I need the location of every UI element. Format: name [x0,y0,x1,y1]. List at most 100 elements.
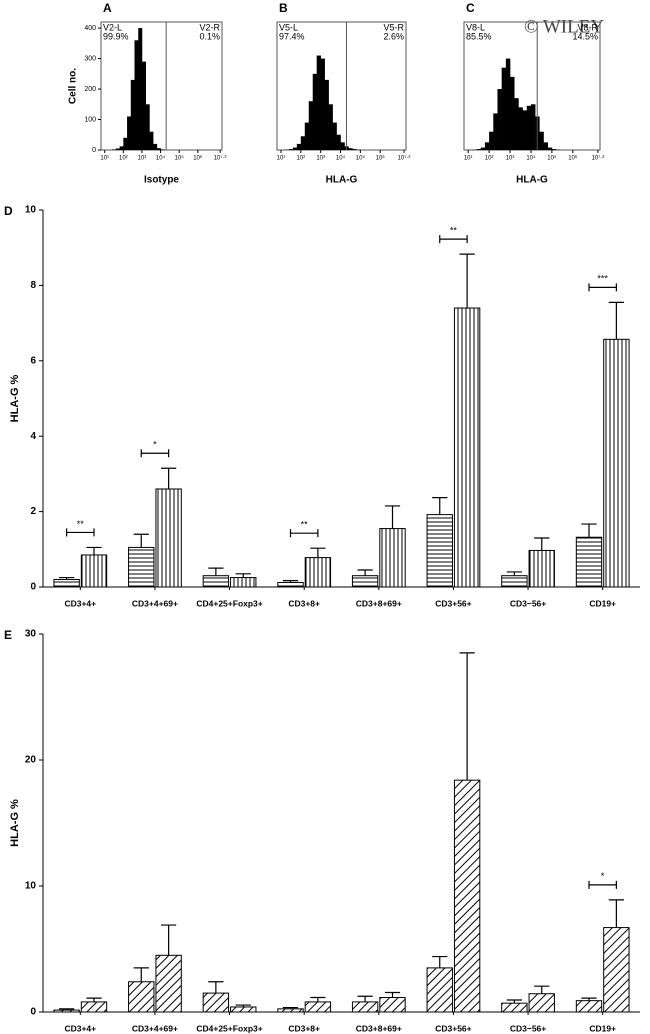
y-tick-label: 4 [30,431,36,442]
x-tick-label: CD3+56+ [435,598,471,608]
histogram-bar [296,143,302,150]
histogram-bar [510,76,515,150]
x-tick-label: CD19+ [589,598,616,608]
x-tick-label: 10⁶ [193,155,203,162]
error-bar [581,523,597,538]
bar [351,1001,379,1013]
histogram-bar [497,89,502,150]
histogram-bar [493,113,498,150]
error-bar [534,537,550,551]
histogram-bar [551,149,557,150]
bar [304,1001,332,1013]
bar [351,575,379,588]
error-bar [608,899,624,928]
x-tick-label: CD3+4+69+ [132,598,178,608]
y-tick-label: 0 [30,582,36,593]
y-tick-label: 30 [25,629,37,640]
panel-label: D [4,204,13,218]
x-tick-label: CD3+8+ [288,1023,320,1033]
histogram-bar [484,142,490,150]
bar [426,514,453,588]
bar [128,546,155,588]
x-tick-label: 10³ [316,156,325,162]
error-bar [459,652,475,781]
bar [53,1009,80,1013]
x-tick-label: CD3−56+ [510,1023,546,1033]
histogram-bar [312,73,317,150]
x-tick-label: CD3+4+ [64,1023,96,1033]
histogram-bar [501,67,507,150]
error-bar [384,991,401,998]
histogram-bar [320,58,325,151]
bar [80,1001,108,1013]
bar [575,536,603,588]
error-bar [506,999,522,1004]
x-tick-label: 10⁶ [568,155,578,162]
error-bar [310,547,326,558]
histogram-bar [348,148,353,150]
x-tick-label: 10⁵ [175,155,185,162]
bar [453,307,481,588]
histogram-bar [526,105,532,150]
histogram-bar [127,116,132,150]
y-tick-label: 0 [30,1007,36,1018]
bar [202,992,230,1013]
error-bar [357,569,373,576]
y-tick-label: 8 [30,280,36,291]
x-tick-label: CD3−56+ [510,598,546,608]
histogram-bar [489,131,494,150]
histogram-bar [288,149,294,150]
x-tick-label: CD3+4+ [64,598,96,608]
gate-percent: 0.1% [199,31,220,41]
histogram-bar [308,101,314,150]
x-tick-label: CD4+25+Foxp3+ [196,598,262,608]
x-tick-label: 10⁷·² [398,155,411,162]
bar [528,549,555,588]
histogram-bar [340,142,345,150]
histogram-bar [156,148,161,150]
panel-label: E [4,628,12,642]
histogram-bar [160,149,165,150]
error-bar [459,253,475,309]
bar [528,993,555,1013]
gate-percent: 97.4% [279,31,305,41]
histogram-bar [119,146,124,150]
bar [426,967,453,1013]
gate-name: V8-R [577,22,598,32]
histogram-bar [316,55,321,150]
bar [155,954,182,1013]
y-tick-label: 10 [25,881,37,892]
x-tick-label: CD3+8+ [288,598,320,608]
bar [304,557,332,588]
x-tick-label: CD19+ [589,1023,616,1033]
x-axis-label: HLA-G [326,175,358,186]
bar [80,554,108,588]
histogram-bar [328,104,333,150]
error-bar [581,997,597,1001]
bar [53,578,80,588]
histogram-bar [543,142,548,150]
gate-name: V5-L [279,22,298,32]
x-axis-label: HLA-G [516,175,548,186]
histogram-bar [145,104,150,150]
error-bar [161,924,177,956]
bar [128,981,155,1013]
x-tick-label: 10⁵ [356,155,366,162]
histogram-bar [149,131,154,150]
bar [230,577,257,588]
bar [277,581,304,588]
error-bar [432,497,448,515]
x-tick-label: 10² [119,156,128,162]
histogram-bar [123,137,128,150]
histogram-bar [300,136,306,150]
histogram-bar [336,134,341,150]
y-tick-label: 100 [84,116,96,123]
bar [379,997,406,1013]
error-bar [235,1004,251,1007]
gate-name: V2-R [199,22,220,32]
x-tick-label: 10³ [506,156,515,162]
bar [603,927,630,1013]
x-tick-label: 10² [485,156,494,162]
histogram-bar [352,149,357,150]
y-axis-label: Cell no. [68,68,79,104]
